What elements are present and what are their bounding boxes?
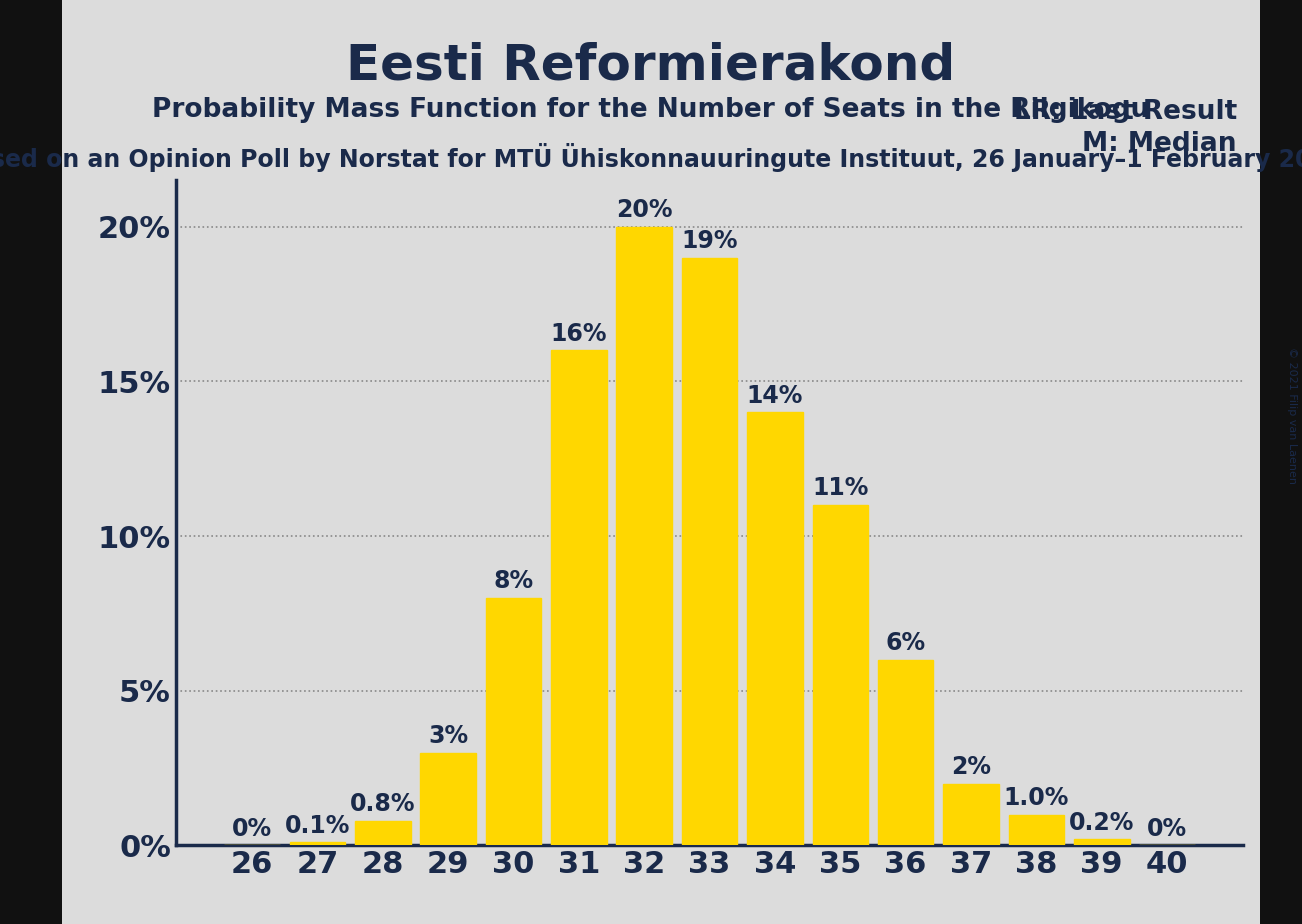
Text: 0.2%: 0.2%: [1069, 810, 1134, 834]
Text: 14%: 14%: [747, 383, 803, 407]
Text: 8%: 8%: [493, 569, 534, 593]
Text: LR: Last Result: LR: Last Result: [1014, 99, 1237, 125]
Bar: [289, 843, 345, 845]
Text: LR: LR: [682, 591, 737, 629]
Bar: [682, 258, 737, 845]
Bar: [616, 226, 672, 845]
Bar: [747, 412, 803, 845]
Text: 3%: 3%: [428, 724, 469, 748]
Text: 16%: 16%: [551, 322, 607, 346]
Bar: [551, 350, 607, 845]
Text: 1.0%: 1.0%: [1004, 786, 1069, 809]
Text: M: Median: M: Median: [1082, 131, 1237, 157]
Text: 2%: 2%: [950, 755, 991, 779]
Text: 0%: 0%: [232, 817, 272, 841]
Text: © 2021 Filip van Laenen: © 2021 Filip van Laenen: [1286, 347, 1297, 484]
Text: Probability Mass Function for the Number of Seats in the Riigikogu: Probability Mass Function for the Number…: [152, 97, 1150, 123]
Text: 6%: 6%: [885, 631, 926, 655]
Bar: [878, 660, 934, 845]
Bar: [1074, 839, 1130, 845]
Text: 20%: 20%: [616, 198, 672, 222]
Text: 19%: 19%: [681, 229, 738, 253]
Bar: [1009, 815, 1064, 845]
Bar: [355, 821, 410, 845]
Bar: [943, 784, 999, 845]
Bar: [421, 753, 477, 845]
Text: 0%: 0%: [1147, 817, 1187, 841]
Text: 0.1%: 0.1%: [285, 814, 350, 838]
Text: Based on an Opinion Poll by Norstat for MTÜ Ühiskonnauuringute Instituut, 26 Jan: Based on an Opinion Poll by Norstat for …: [0, 143, 1302, 172]
Bar: [812, 505, 868, 845]
Bar: [486, 598, 542, 845]
Text: 0.8%: 0.8%: [350, 792, 415, 816]
Text: Eesti Reformierakond: Eesti Reformierakond: [346, 42, 956, 90]
Text: 11%: 11%: [812, 477, 868, 501]
Text: M: M: [625, 566, 664, 604]
